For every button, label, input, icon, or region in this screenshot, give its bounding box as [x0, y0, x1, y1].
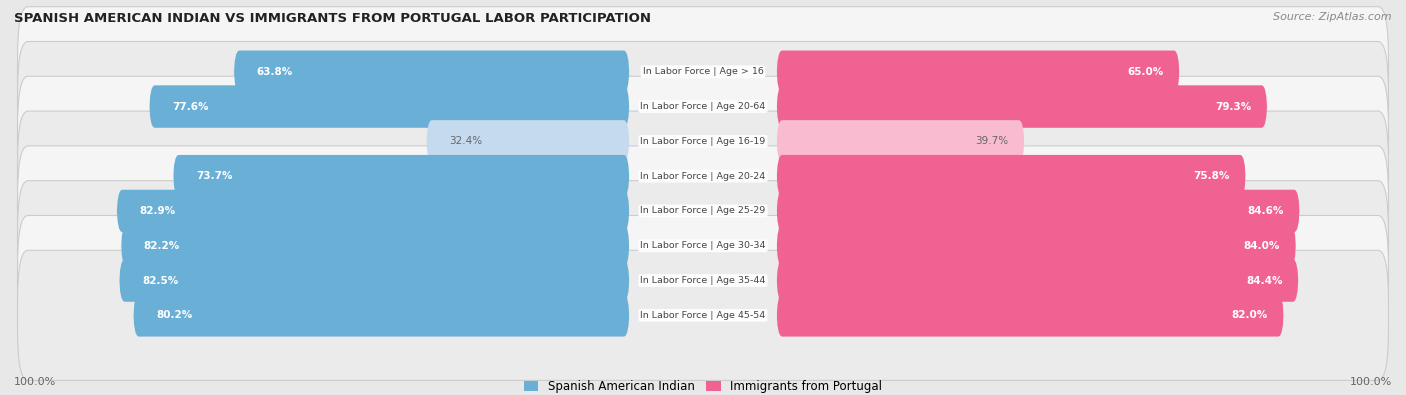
Text: In Labor Force | Age 25-29: In Labor Force | Age 25-29 [640, 207, 766, 215]
FancyBboxPatch shape [776, 120, 1025, 163]
Text: 63.8%: 63.8% [257, 67, 292, 77]
Text: Source: ZipAtlas.com: Source: ZipAtlas.com [1274, 12, 1392, 22]
FancyBboxPatch shape [121, 224, 630, 267]
Text: In Labor Force | Age 20-24: In Labor Force | Age 20-24 [640, 172, 766, 181]
Text: 82.2%: 82.2% [143, 241, 180, 251]
Text: 84.6%: 84.6% [1247, 206, 1284, 216]
FancyBboxPatch shape [776, 51, 1180, 93]
Text: In Labor Force | Age 30-34: In Labor Force | Age 30-34 [640, 241, 766, 250]
FancyBboxPatch shape [426, 120, 630, 163]
FancyBboxPatch shape [17, 181, 1389, 311]
FancyBboxPatch shape [776, 190, 1299, 232]
Text: 80.2%: 80.2% [156, 310, 193, 320]
FancyBboxPatch shape [233, 51, 630, 93]
Text: 84.0%: 84.0% [1244, 241, 1279, 251]
FancyBboxPatch shape [17, 41, 1389, 171]
FancyBboxPatch shape [776, 155, 1246, 198]
FancyBboxPatch shape [120, 259, 630, 302]
Text: 100.0%: 100.0% [14, 377, 56, 387]
Text: In Labor Force | Age 45-54: In Labor Force | Age 45-54 [640, 311, 766, 320]
Text: In Labor Force | Age 35-44: In Labor Force | Age 35-44 [640, 276, 766, 285]
FancyBboxPatch shape [17, 76, 1389, 207]
Text: 75.8%: 75.8% [1194, 171, 1230, 181]
Text: 77.6%: 77.6% [172, 102, 208, 111]
FancyBboxPatch shape [117, 190, 630, 232]
Text: 82.5%: 82.5% [142, 276, 179, 286]
Text: 82.9%: 82.9% [139, 206, 176, 216]
FancyBboxPatch shape [776, 294, 1284, 337]
FancyBboxPatch shape [173, 155, 630, 198]
Text: 82.0%: 82.0% [1232, 310, 1268, 320]
FancyBboxPatch shape [776, 259, 1298, 302]
Text: 73.7%: 73.7% [195, 171, 232, 181]
Text: 79.3%: 79.3% [1215, 102, 1251, 111]
Text: 39.7%: 39.7% [976, 136, 1008, 147]
Text: 100.0%: 100.0% [1350, 377, 1392, 387]
FancyBboxPatch shape [17, 216, 1389, 346]
Text: In Labor Force | Age 16-19: In Labor Force | Age 16-19 [640, 137, 766, 146]
FancyBboxPatch shape [776, 85, 1267, 128]
Text: In Labor Force | Age > 16: In Labor Force | Age > 16 [643, 67, 763, 76]
FancyBboxPatch shape [776, 224, 1296, 267]
Text: In Labor Force | Age 20-64: In Labor Force | Age 20-64 [640, 102, 766, 111]
FancyBboxPatch shape [149, 85, 630, 128]
Text: 32.4%: 32.4% [450, 136, 482, 147]
Legend: Spanish American Indian, Immigrants from Portugal: Spanish American Indian, Immigrants from… [519, 376, 887, 395]
Text: SPANISH AMERICAN INDIAN VS IMMIGRANTS FROM PORTUGAL LABOR PARTICIPATION: SPANISH AMERICAN INDIAN VS IMMIGRANTS FR… [14, 12, 651, 25]
FancyBboxPatch shape [17, 250, 1389, 380]
Text: 84.4%: 84.4% [1246, 276, 1282, 286]
FancyBboxPatch shape [17, 7, 1389, 137]
Text: 65.0%: 65.0% [1128, 67, 1164, 77]
FancyBboxPatch shape [17, 146, 1389, 276]
FancyBboxPatch shape [134, 294, 630, 337]
FancyBboxPatch shape [17, 111, 1389, 241]
